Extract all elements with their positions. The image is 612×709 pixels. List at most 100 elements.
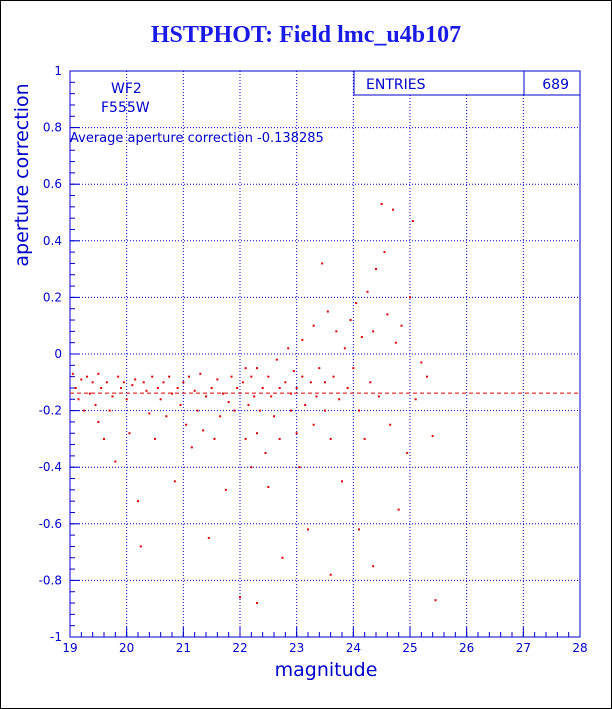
y-tick-label: 0.6 — [43, 177, 62, 191]
data-point — [213, 437, 216, 440]
data-point — [224, 488, 227, 491]
data-point — [168, 375, 171, 378]
data-point — [188, 375, 190, 378]
data-point — [383, 251, 386, 254]
data-point — [343, 347, 346, 350]
data-point — [335, 330, 338, 333]
data-point — [324, 381, 326, 384]
data-point — [326, 310, 329, 313]
data-point — [420, 361, 423, 364]
data-point — [122, 381, 125, 384]
data-point — [253, 395, 256, 398]
data-point — [196, 409, 199, 412]
data-point — [341, 480, 343, 483]
data-point — [386, 313, 389, 316]
data-point — [244, 437, 247, 440]
data-point — [256, 602, 258, 605]
data-point — [108, 409, 111, 412]
data-point — [176, 386, 179, 389]
data-point — [267, 486, 270, 489]
data-point — [278, 386, 281, 389]
filter-label: F555W — [101, 100, 150, 116]
y-tick-label: 1 — [54, 64, 62, 78]
data-point — [338, 398, 341, 401]
data-point — [264, 452, 267, 455]
data-point — [324, 409, 326, 412]
data-point — [392, 208, 394, 211]
tick-labels: 19 20 21 22 23 24 25 26 27 28 -1 -0.8 -0.6 -0.4 -0.2 0 0… — [39, 64, 588, 655]
data-point — [230, 375, 233, 378]
x-tick-label: 21 — [176, 641, 191, 655]
data-point — [287, 347, 290, 350]
data-point — [236, 386, 239, 389]
data-point — [358, 528, 360, 531]
data-point — [148, 412, 151, 415]
data-point — [270, 395, 273, 398]
data-point — [74, 386, 77, 389]
data-point — [137, 500, 139, 503]
data-point — [105, 381, 108, 384]
chip-label: WF2 — [111, 81, 142, 97]
data-point — [250, 375, 253, 378]
data-point — [125, 398, 128, 401]
data-points — [71, 203, 437, 605]
data-point — [358, 409, 360, 412]
data-point — [77, 398, 80, 401]
data-point — [346, 386, 349, 389]
data-point — [380, 203, 383, 206]
data-point — [321, 262, 324, 265]
data-point — [83, 409, 86, 412]
data-point — [134, 378, 137, 381]
x-tick-label: 19 — [62, 641, 77, 655]
data-point — [173, 480, 176, 483]
x-tick-label: 26 — [459, 641, 474, 655]
data-point — [100, 386, 103, 389]
data-point — [202, 429, 205, 432]
x-tick-label: 28 — [572, 641, 587, 655]
stats-entries-label: ENTRIES — [366, 77, 426, 93]
data-point — [250, 466, 253, 469]
data-point — [145, 389, 148, 392]
data-point — [222, 392, 224, 395]
data-point — [295, 386, 298, 389]
data-point — [329, 437, 332, 440]
data-point — [431, 435, 434, 438]
data-point — [363, 437, 366, 440]
data-point — [318, 367, 321, 370]
data-point — [349, 319, 352, 322]
data-point — [162, 381, 165, 384]
stats-entries-value: 689 — [542, 77, 569, 93]
y-tick-label: 0.2 — [43, 290, 62, 304]
data-point — [71, 372, 74, 375]
data-point — [275, 358, 278, 361]
data-point — [406, 452, 409, 455]
data-point — [120, 386, 122, 389]
data-point — [304, 403, 307, 406]
data-point — [295, 432, 298, 435]
data-point — [409, 296, 411, 299]
data-point — [139, 545, 142, 548]
x-tick-label: 20 — [119, 641, 134, 655]
data-point — [156, 386, 159, 389]
data-point — [111, 395, 114, 398]
data-point — [128, 432, 131, 435]
data-point — [241, 381, 244, 384]
data-point — [400, 324, 403, 327]
data-point — [179, 403, 182, 406]
data-point — [394, 341, 397, 344]
x-axis-label: magnitude — [275, 659, 378, 681]
data-point — [256, 432, 258, 435]
data-point — [426, 375, 428, 378]
data-point — [315, 395, 318, 398]
data-point — [312, 324, 315, 327]
data-point — [278, 437, 281, 440]
data-point — [88, 392, 91, 395]
data-point — [142, 381, 145, 384]
data-point — [86, 375, 88, 378]
data-point — [114, 460, 117, 463]
y-tick-label: -0.4 — [39, 460, 62, 474]
data-point — [117, 375, 120, 378]
data-point — [389, 423, 392, 426]
data-point — [244, 367, 247, 370]
